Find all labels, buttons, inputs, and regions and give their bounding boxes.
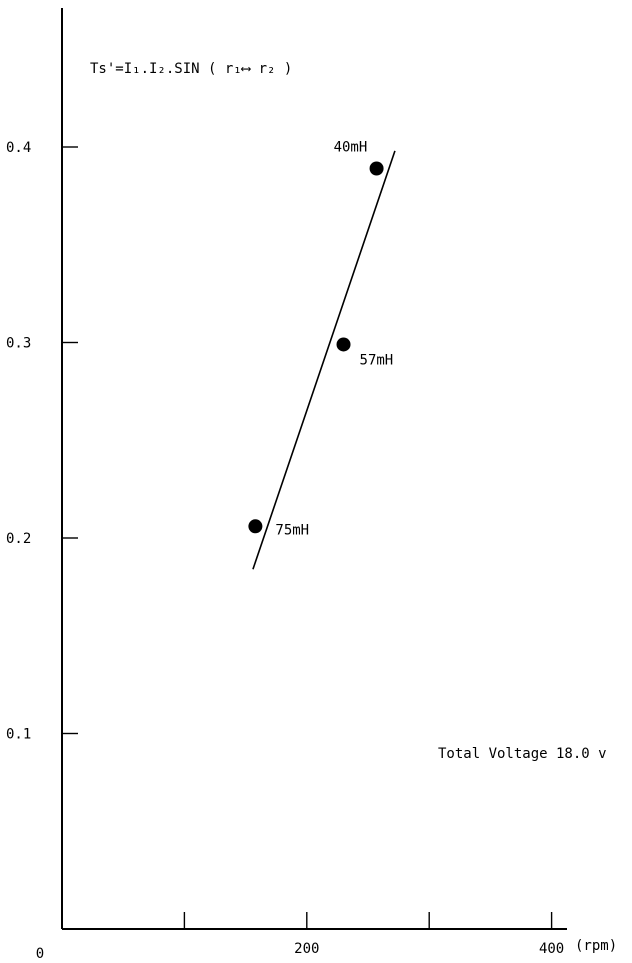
data-points	[248, 161, 384, 534]
x-axis-unit: (rpm)	[575, 938, 617, 954]
total-voltage-annotation: Total Voltage 18.0 v	[438, 746, 607, 762]
point-label: 57mH	[360, 352, 394, 368]
x-tick-label: 200	[294, 941, 319, 957]
y-tick-label: 0.3	[6, 336, 31, 352]
point-labels: 75mH 57mH 40mH	[275, 140, 393, 539]
x-tick-label: 400	[539, 941, 564, 957]
x-ticks	[183, 912, 553, 929]
y-tick-label: 0.1	[6, 727, 31, 743]
y-tick-label: 0.4	[6, 140, 31, 156]
axes	[61, 8, 567, 930]
data-point	[369, 161, 384, 176]
point-label: 40mH	[334, 140, 368, 156]
point-label: 75mH	[275, 522, 309, 538]
chart-title: Ts'=I₁.I₂.SIN ( r₁⟷ r₂ )	[90, 61, 292, 77]
data-point	[336, 337, 351, 352]
data-point	[248, 519, 263, 534]
y-tick-labels: 0.1 0.2 0.3 0.4	[6, 140, 31, 743]
origin-label: 0	[36, 946, 44, 962]
y-ticks	[62, 146, 78, 735]
y-tick-label: 0.2	[6, 531, 31, 547]
x-tick-labels: 200 400	[294, 941, 564, 957]
trend-line	[252, 150, 396, 570]
